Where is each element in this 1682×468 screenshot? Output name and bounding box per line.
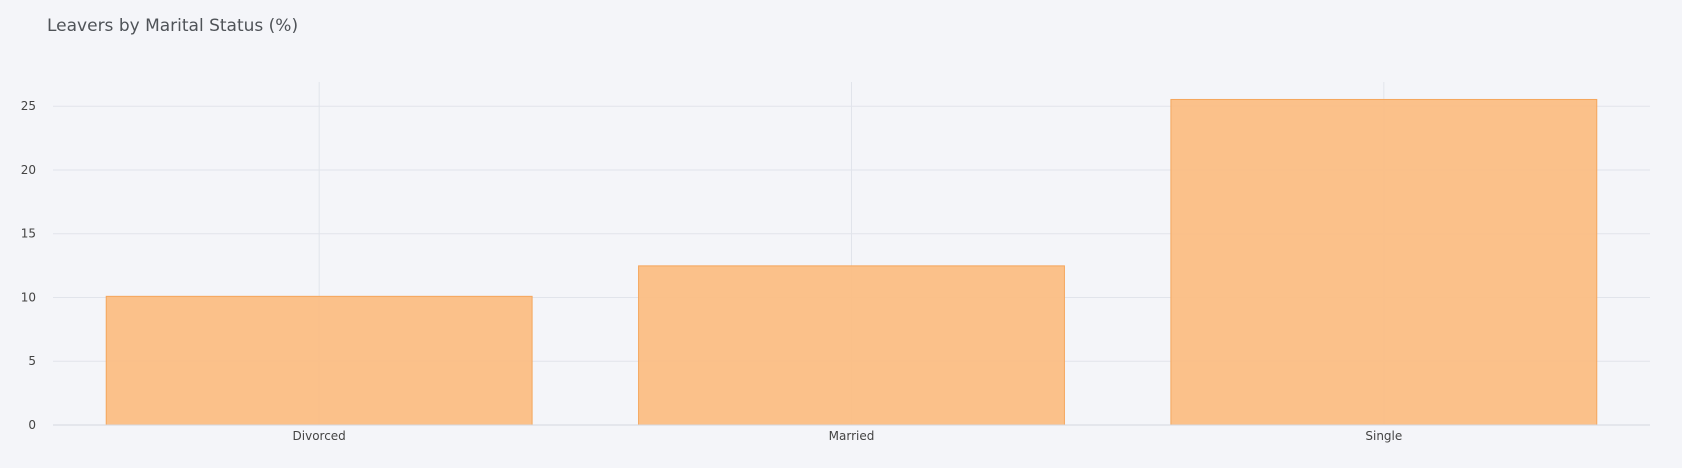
bar-married[interactable] [638,265,1065,426]
y-tick-label: 5 [28,354,36,368]
x-tick-label: Divorced [293,429,346,443]
x-tick-label: Married [829,429,875,443]
chart-title: Leavers by Marital Status (%) [47,16,298,36]
y-tick-label: 0 [28,418,36,432]
y-tick-label: 10 [21,290,36,304]
y-tick-label: 15 [21,227,36,241]
x-tick-label: Single [1365,429,1402,443]
bars [105,98,1598,426]
y-tick-label: 20 [21,163,36,177]
axes: 0 5 10 15 20 25 Divorced Married Single [21,99,1650,443]
y-tick-label: 25 [21,99,36,113]
bar-single[interactable] [1170,98,1598,426]
bar-divorced[interactable] [105,295,533,426]
